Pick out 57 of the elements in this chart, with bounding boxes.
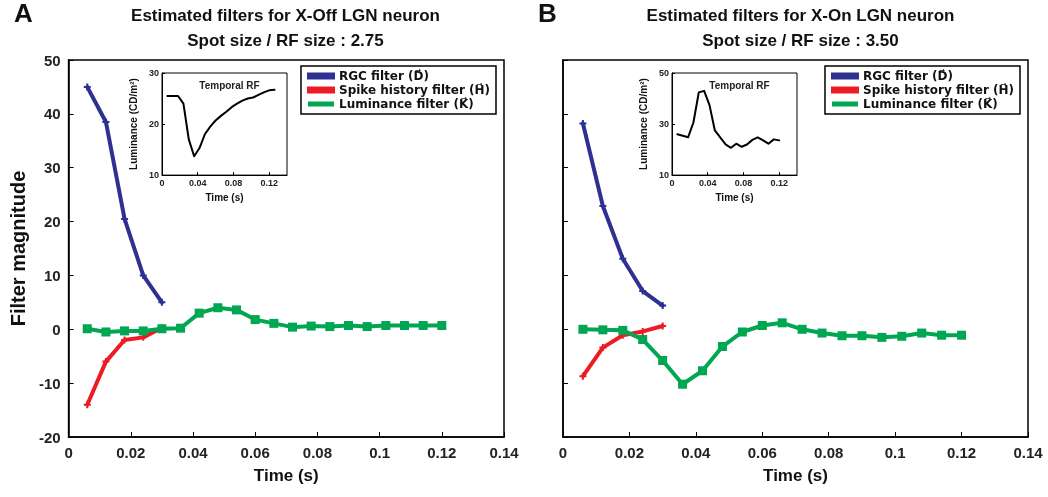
y-tick-label: 30 xyxy=(148,68,159,78)
x-axis-title: Time (s) xyxy=(715,191,754,203)
x-tick-label: 0.08 xyxy=(814,444,844,461)
y-tick-label: 50 xyxy=(658,68,669,78)
x-tick-label: 0.12 xyxy=(946,444,977,461)
x-tick-label: 0.08 xyxy=(224,177,243,188)
legend-label: Spike history filter (H⃗) xyxy=(338,82,491,97)
y-tick-label: 30 xyxy=(658,119,669,130)
legend-label: Spike history filter (H⃗) xyxy=(862,82,1015,97)
x-tick-label: 0.12 xyxy=(260,177,278,188)
chart-title: Estimated filters for X-On LGN neuron xyxy=(646,6,955,25)
legend-label: RGC filter (D⃗) xyxy=(862,68,953,83)
x-tick-label: 0.1 xyxy=(369,444,391,461)
x-tick-label: 0.04 xyxy=(681,444,712,461)
x-tick-label: 0.04 xyxy=(698,177,717,188)
legend-label: RGC filter (D⃗) xyxy=(338,68,429,83)
x-tick-label: 0.12 xyxy=(427,444,457,461)
y-axis-title: Luminance (CD/m²) xyxy=(637,78,649,170)
x-tick-label: 0.06 xyxy=(747,444,777,461)
y-tick-label: -20 xyxy=(38,428,61,446)
x-tick-label: 0.08 xyxy=(302,444,332,461)
y-axis-title: Filter magnitude xyxy=(7,170,29,327)
x-axis-title: Time (s) xyxy=(763,466,828,485)
legend-label: Luminance filter (K⃗) xyxy=(862,96,998,111)
legend-label: Luminance filter (K⃗) xyxy=(338,96,474,111)
x-tick-label: 0.04 xyxy=(188,177,207,188)
y-tick-label: 10 xyxy=(658,170,669,181)
y-tick-label: 0 xyxy=(52,320,61,338)
y-tick-label: 10 xyxy=(148,170,159,181)
text: Temporal RF xyxy=(709,79,770,91)
x-tick-label: 0.06 xyxy=(240,444,270,461)
x-tick-label: 0.02 xyxy=(116,444,146,461)
y-tick-label: 30 xyxy=(43,159,61,177)
chart-title: Estimated filters for X-Off LGN neuron xyxy=(131,6,440,25)
chart-subtitle: Spot size / RF size : 2.75 xyxy=(187,31,384,50)
x-tick-label: 0 xyxy=(64,444,73,461)
x-tick-label: 0.08 xyxy=(734,177,753,188)
y-tick-label: 40 xyxy=(43,105,61,123)
y-tick-label: 20 xyxy=(43,213,61,231)
x-tick-label: 0.14 xyxy=(489,444,520,461)
x-tick-label: 0.02 xyxy=(614,444,645,461)
y-tick-label: 10 xyxy=(43,266,61,284)
y-tick-label: 20 xyxy=(148,119,159,130)
x-tick-label: 0 xyxy=(558,444,568,461)
x-axis-title: Time (s) xyxy=(205,191,244,203)
chart-subtitle: Spot size / RF size : 3.50 xyxy=(702,31,899,50)
y-axis-title: Luminance (CD/m²) xyxy=(127,78,139,170)
y-tick-label: 50 xyxy=(43,51,61,69)
x-tick-label: 0.1 xyxy=(884,444,906,461)
x-tick-label: 0.14 xyxy=(1013,444,1044,461)
y-tick-label: -10 xyxy=(38,374,61,392)
text: Temporal RF xyxy=(199,79,260,91)
text: A xyxy=(14,0,33,28)
x-tick-label: 0.04 xyxy=(178,444,209,461)
text: B xyxy=(538,0,557,28)
x-axis-title: Time (s) xyxy=(253,466,319,485)
x-tick-label: 0.12 xyxy=(770,177,788,188)
